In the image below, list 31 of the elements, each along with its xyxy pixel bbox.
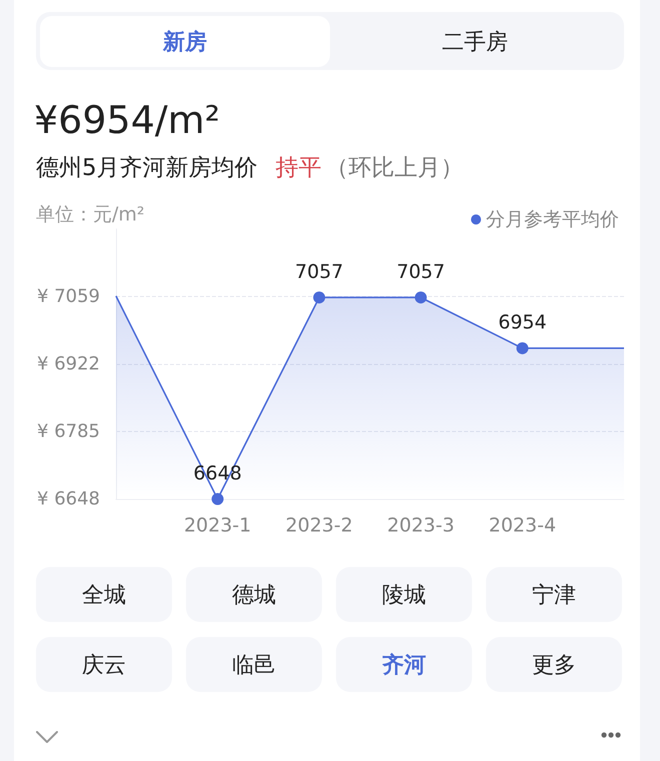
data-label: 7057 bbox=[396, 260, 445, 283]
tab-button[interactable]: 二手房 bbox=[330, 16, 620, 67]
district-button[interactable]: 德城 bbox=[186, 567, 322, 622]
text: （环比上月） bbox=[326, 154, 464, 183]
data-label: 7057 bbox=[295, 260, 344, 283]
y-tick-label: ¥ 7059 bbox=[37, 286, 100, 307]
legend-label: 分月参考平均价 bbox=[486, 208, 619, 230]
data-label: 6954 bbox=[498, 312, 547, 334]
district-button[interactable]: 临邑 bbox=[186, 637, 322, 692]
x-tick-label: 2023-2 bbox=[286, 514, 353, 536]
chart-title: ¥6954/m² bbox=[34, 97, 220, 144]
district-button[interactable]: 陵城 bbox=[336, 567, 472, 622]
tab-button[interactable]: 新房 bbox=[40, 16, 330, 67]
y-tick-label: ¥ 6785 bbox=[37, 421, 100, 442]
district-button[interactable]: 宁津 bbox=[486, 567, 622, 622]
y-axis-title: 单位：元/m² bbox=[36, 204, 145, 226]
point bbox=[516, 342, 528, 354]
y-tick-label: ¥ 6922 bbox=[37, 354, 100, 374]
district-button[interactable]: 更多 bbox=[486, 637, 622, 692]
district-button[interactable]: 齐河 bbox=[336, 637, 472, 692]
point bbox=[414, 291, 427, 304]
chart-subtitle: 德州5月齐河新房均价 bbox=[36, 154, 258, 183]
district-button[interactable]: 全城 bbox=[36, 567, 172, 622]
x-tick-label: 2023-1 bbox=[184, 514, 252, 536]
x-tick-label: 2023-4 bbox=[488, 514, 556, 536]
district-button[interactable]: 庆云 bbox=[36, 637, 172, 692]
y-tick-label: ¥ 6648 bbox=[37, 488, 100, 510]
point bbox=[212, 493, 224, 505]
x-tick-label: 2023-3 bbox=[387, 514, 454, 536]
text: 持平 bbox=[276, 154, 322, 183]
point bbox=[313, 291, 326, 304]
